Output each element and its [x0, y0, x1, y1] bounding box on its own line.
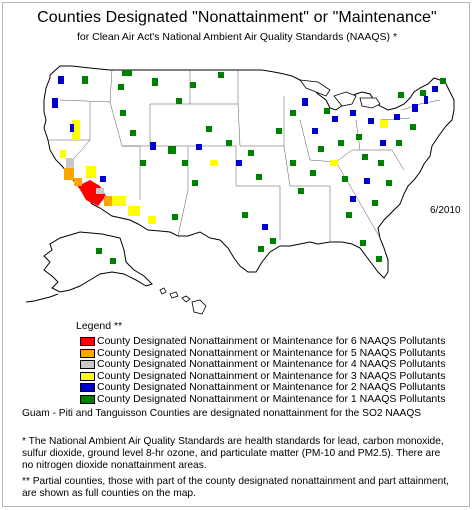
- legend-label-3: County Designated Nonattainment or Maint…: [97, 369, 446, 382]
- legend-label-4: County Designated Nonattainment or Maint…: [97, 358, 446, 370]
- map-frame: [2, 2, 470, 507]
- county-markers-gray: [66, 158, 104, 194]
- county-markers-orange: [64, 168, 112, 206]
- legend-item-2: County Designated Nonattainment or Maint…: [76, 381, 454, 394]
- us-county-map: [25, 65, 455, 315]
- partial-counties-note-line-2: are shown as full counties on the map.: [22, 488, 196, 499]
- county-markers-blue: [52, 76, 438, 230]
- naaqs-note-line-1: * The National Ambient Air Quality Stand…: [22, 436, 444, 447]
- legend-swatch-4: [80, 360, 95, 369]
- legend-title: Legend **: [76, 320, 123, 332]
- legend-label-2: County Designated Nonattainment or Maint…: [97, 381, 446, 393]
- map-date: 6/2010: [430, 205, 461, 216]
- hawaii-islands: [159, 287, 207, 315]
- legend-item-6: County Designated Nonattainment or Maint…: [76, 335, 454, 348]
- great-lakes: [299, 79, 381, 109]
- legend-label-1: County Designated Nonattainment or Maint…: [97, 392, 446, 405]
- partial-counties-note-line-1: ** Partial counties, those with part of …: [22, 476, 450, 487]
- county-markers-red: [78, 180, 106, 206]
- legend-item-1: County Designated Nonattainment or Maint…: [76, 392, 454, 406]
- county-markers-green: [82, 70, 446, 264]
- legend-label-5: County Designated Nonattainment or Maint…: [97, 346, 446, 359]
- legend-swatch-1: [80, 394, 95, 404]
- guam-note: Guam - Piti and Tanguisson Counties are …: [22, 408, 422, 419]
- legend-item-3: County Designated Nonattainment or Maint…: [76, 369, 454, 383]
- aleutian-islands: [25, 293, 59, 303]
- legend: Legend ** County Designated Nonattainmen…: [76, 320, 454, 405]
- naaqs-note-line-3: no nitrogen dioxide nonattainment areas.: [22, 460, 207, 471]
- legend-swatch-6: [80, 337, 95, 346]
- alaska-outline: [43, 231, 153, 293]
- legend-item-4: County Designated Nonattainment or Maint…: [76, 358, 454, 371]
- map-subtitle: for Clean Air Act's National Ambient Air…: [76, 31, 398, 43]
- legend-swatch-5: [80, 348, 95, 358]
- county-markers-yellow: [60, 120, 388, 224]
- map-title: Counties Designated "Nonattainment" or "…: [37, 9, 437, 26]
- naaqs-note-line-2: sulfur dioxide, ground level 8-hr ozone,…: [22, 448, 441, 459]
- legend-label-6: County Designated Nonattainment or Maint…: [97, 335, 446, 347]
- legend-item-5: County Designated Nonattainment or Maint…: [76, 346, 454, 360]
- legend-swatch-3: [80, 371, 95, 381]
- legend-swatch-2: [80, 383, 95, 392]
